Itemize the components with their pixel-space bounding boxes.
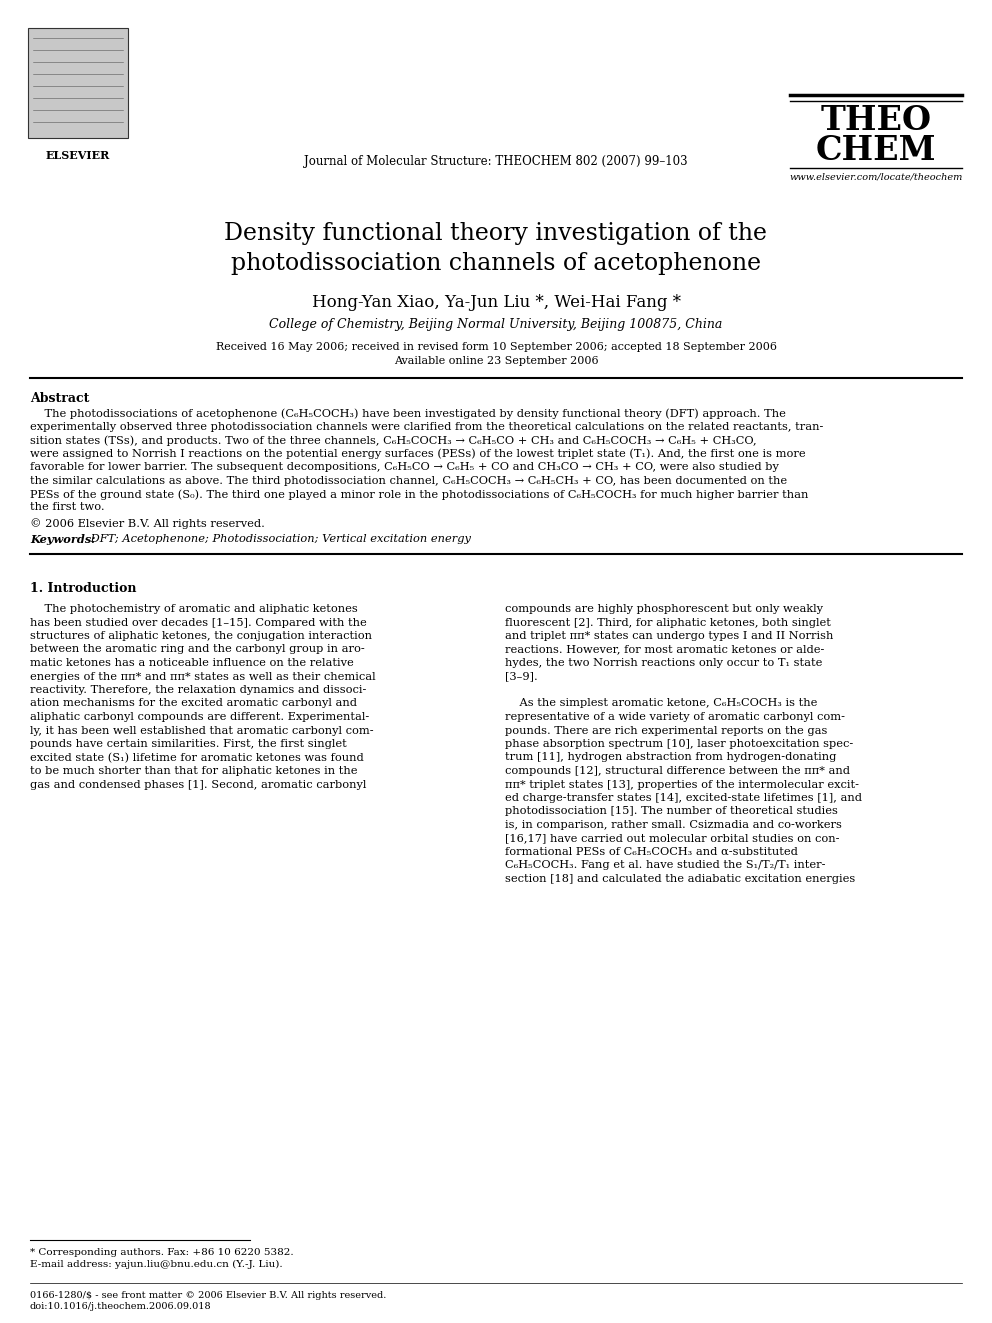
Text: As the simplest aromatic ketone, C₆H₅COCH₃ is the: As the simplest aromatic ketone, C₆H₅COC… xyxy=(505,699,817,709)
Text: photodissociation channels of acetophenone: photodissociation channels of acetopheno… xyxy=(231,251,761,275)
Text: [16,17] have carried out molecular orbital studies on con-: [16,17] have carried out molecular orbit… xyxy=(505,833,839,844)
Text: The photochemistry of aromatic and aliphatic ketones: The photochemistry of aromatic and aliph… xyxy=(30,605,358,614)
Text: were assigned to Norrish I reactions on the potential energy surfaces (PESs) of : were assigned to Norrish I reactions on … xyxy=(30,448,806,459)
Text: www.elsevier.com/locate/theochem: www.elsevier.com/locate/theochem xyxy=(790,172,962,181)
Text: trum [11], hydrogen abstraction from hydrogen-donating: trum [11], hydrogen abstraction from hyd… xyxy=(505,753,836,762)
Text: ly, it has been well established that aromatic carbonyl com-: ly, it has been well established that ar… xyxy=(30,725,374,736)
Text: THEO: THEO xyxy=(820,105,931,138)
Text: reactivity. Therefore, the relaxation dynamics and dissoci-: reactivity. Therefore, the relaxation dy… xyxy=(30,685,366,695)
Text: reactions. However, for most aromatic ketones or alde-: reactions. However, for most aromatic ke… xyxy=(505,644,824,655)
Text: favorable for lower barrier. The subsequent decompositions, C₆H₅CO → C₆H₅ + CO a: favorable for lower barrier. The subsequ… xyxy=(30,462,779,472)
Text: excited state (S₁) lifetime for aromatic ketones was found: excited state (S₁) lifetime for aromatic… xyxy=(30,753,364,763)
Text: representative of a wide variety of aromatic carbonyl com-: representative of a wide variety of arom… xyxy=(505,712,845,722)
Text: section [18] and calculated the adiabatic excitation energies: section [18] and calculated the adiabati… xyxy=(505,875,855,884)
Text: is, in comparison, rather small. Csizmadia and co-workers: is, in comparison, rather small. Csizmad… xyxy=(505,820,842,830)
Bar xyxy=(28,28,128,138)
Text: hydes, the two Norrish reactions only occur to T₁ state: hydes, the two Norrish reactions only oc… xyxy=(505,658,822,668)
Text: sition states (TSs), and products. Two of the three channels, C₆H₅COCH₃ → C₆H₅CO: sition states (TSs), and products. Two o… xyxy=(30,435,757,446)
Text: College of Chemistry, Beijing Normal University, Beijing 100875, China: College of Chemistry, Beijing Normal Uni… xyxy=(269,318,723,331)
Text: C₆H₅COCH₃. Fang et al. have studied the S₁/T₂/T₁ inter-: C₆H₅COCH₃. Fang et al. have studied the … xyxy=(505,860,825,871)
Text: formational PESs of C₆H₅COCH₃ and α-substituted: formational PESs of C₆H₅COCH₃ and α-subs… xyxy=(505,847,798,857)
Text: Journal of Molecular Structure: THEOCHEM 802 (2007) 99–103: Journal of Molecular Structure: THEOCHEM… xyxy=(305,155,687,168)
Text: pounds. There are rich experimental reports on the gas: pounds. There are rich experimental repo… xyxy=(505,725,827,736)
Text: 0166-1280/$ - see front matter © 2006 Elsevier B.V. All rights reserved.: 0166-1280/$ - see front matter © 2006 El… xyxy=(30,1291,386,1301)
Text: ation mechanisms for the excited aromatic carbonyl and: ation mechanisms for the excited aromati… xyxy=(30,699,357,709)
Text: ed charge-transfer states [14], excited-state lifetimes [1], and: ed charge-transfer states [14], excited-… xyxy=(505,792,862,803)
Text: DFT; Acetophenone; Photodissociation; Vertical excitation energy: DFT; Acetophenone; Photodissociation; Ve… xyxy=(87,534,471,544)
Text: * Corresponding authors. Fax: +86 10 6220 5382.: * Corresponding authors. Fax: +86 10 622… xyxy=(30,1248,294,1257)
Text: ELSEVIER: ELSEVIER xyxy=(46,149,110,161)
Text: experimentally observed three photodissociation channels were clarified from the: experimentally observed three photodisso… xyxy=(30,422,823,431)
Text: aliphatic carbonyl compounds are different. Experimental-: aliphatic carbonyl compounds are differe… xyxy=(30,712,369,722)
Text: fluorescent [2]. Third, for aliphatic ketones, both singlet: fluorescent [2]. Third, for aliphatic ke… xyxy=(505,618,831,627)
Text: Available online 23 September 2006: Available online 23 September 2006 xyxy=(394,356,598,366)
Text: doi:10.1016/j.theochem.2006.09.018: doi:10.1016/j.theochem.2006.09.018 xyxy=(30,1302,211,1311)
Text: 1. Introduction: 1. Introduction xyxy=(30,582,137,595)
Text: between the aromatic ring and the carbonyl group in aro-: between the aromatic ring and the carbon… xyxy=(30,644,365,655)
Text: and triplet ππ* states can undergo types I and II Norrish: and triplet ππ* states can undergo types… xyxy=(505,631,833,642)
Text: energies of the ππ* and ππ* states as well as their chemical: energies of the ππ* and ππ* states as we… xyxy=(30,672,376,681)
Text: pounds have certain similarities. First, the first singlet: pounds have certain similarities. First,… xyxy=(30,740,347,749)
Text: compounds [12], structural difference between the ππ* and: compounds [12], structural difference be… xyxy=(505,766,850,777)
Text: structures of aliphatic ketones, the conjugation interaction: structures of aliphatic ketones, the con… xyxy=(30,631,372,642)
Text: Hong-Yan Xiao, Ya-Jun Liu *, Wei-Hai Fang *: Hong-Yan Xiao, Ya-Jun Liu *, Wei-Hai Fan… xyxy=(311,294,681,311)
Text: E-mail address: yajun.liu@bnu.edu.cn (Y.-J. Liu).: E-mail address: yajun.liu@bnu.edu.cn (Y.… xyxy=(30,1259,283,1269)
Text: the similar calculations as above. The third photodissociation channel, C₆H₅COCH: the similar calculations as above. The t… xyxy=(30,475,787,486)
Text: PESs of the ground state (S₀). The third one played a minor role in the photodis: PESs of the ground state (S₀). The third… xyxy=(30,490,808,500)
Text: ππ* triplet states [13], properties of the intermolecular excit-: ππ* triplet states [13], properties of t… xyxy=(505,779,859,790)
Text: gas and condensed phases [1]. Second, aromatic carbonyl: gas and condensed phases [1]. Second, ar… xyxy=(30,779,366,790)
Text: the first two.: the first two. xyxy=(30,503,104,512)
Text: CHEM: CHEM xyxy=(815,134,936,167)
Text: Density functional theory investigation of the: Density functional theory investigation … xyxy=(224,222,768,245)
Text: phase absorption spectrum [10], laser photoexcitation spec-: phase absorption spectrum [10], laser ph… xyxy=(505,740,853,749)
Text: has been studied over decades [1–15]. Compared with the: has been studied over decades [1–15]. Co… xyxy=(30,618,367,627)
Text: to be much shorter than that for aliphatic ketones in the: to be much shorter than that for aliphat… xyxy=(30,766,357,777)
Text: photodissociation [15]. The number of theoretical studies: photodissociation [15]. The number of th… xyxy=(505,807,838,816)
Text: Keywords:: Keywords: xyxy=(30,534,95,545)
Text: © 2006 Elsevier B.V. All rights reserved.: © 2006 Elsevier B.V. All rights reserved… xyxy=(30,519,265,529)
Text: compounds are highly phosphorescent but only weakly: compounds are highly phosphorescent but … xyxy=(505,605,823,614)
Text: The photodissociations of acetophenone (C₆H₅COCH₃) have been investigated by den: The photodissociations of acetophenone (… xyxy=(30,407,786,418)
Text: matic ketones has a noticeable influence on the relative: matic ketones has a noticeable influence… xyxy=(30,658,354,668)
Text: Abstract: Abstract xyxy=(30,392,89,405)
Text: Received 16 May 2006; received in revised form 10 September 2006; accepted 18 Se: Received 16 May 2006; received in revise… xyxy=(215,343,777,352)
Text: [3–9].: [3–9]. xyxy=(505,672,538,681)
